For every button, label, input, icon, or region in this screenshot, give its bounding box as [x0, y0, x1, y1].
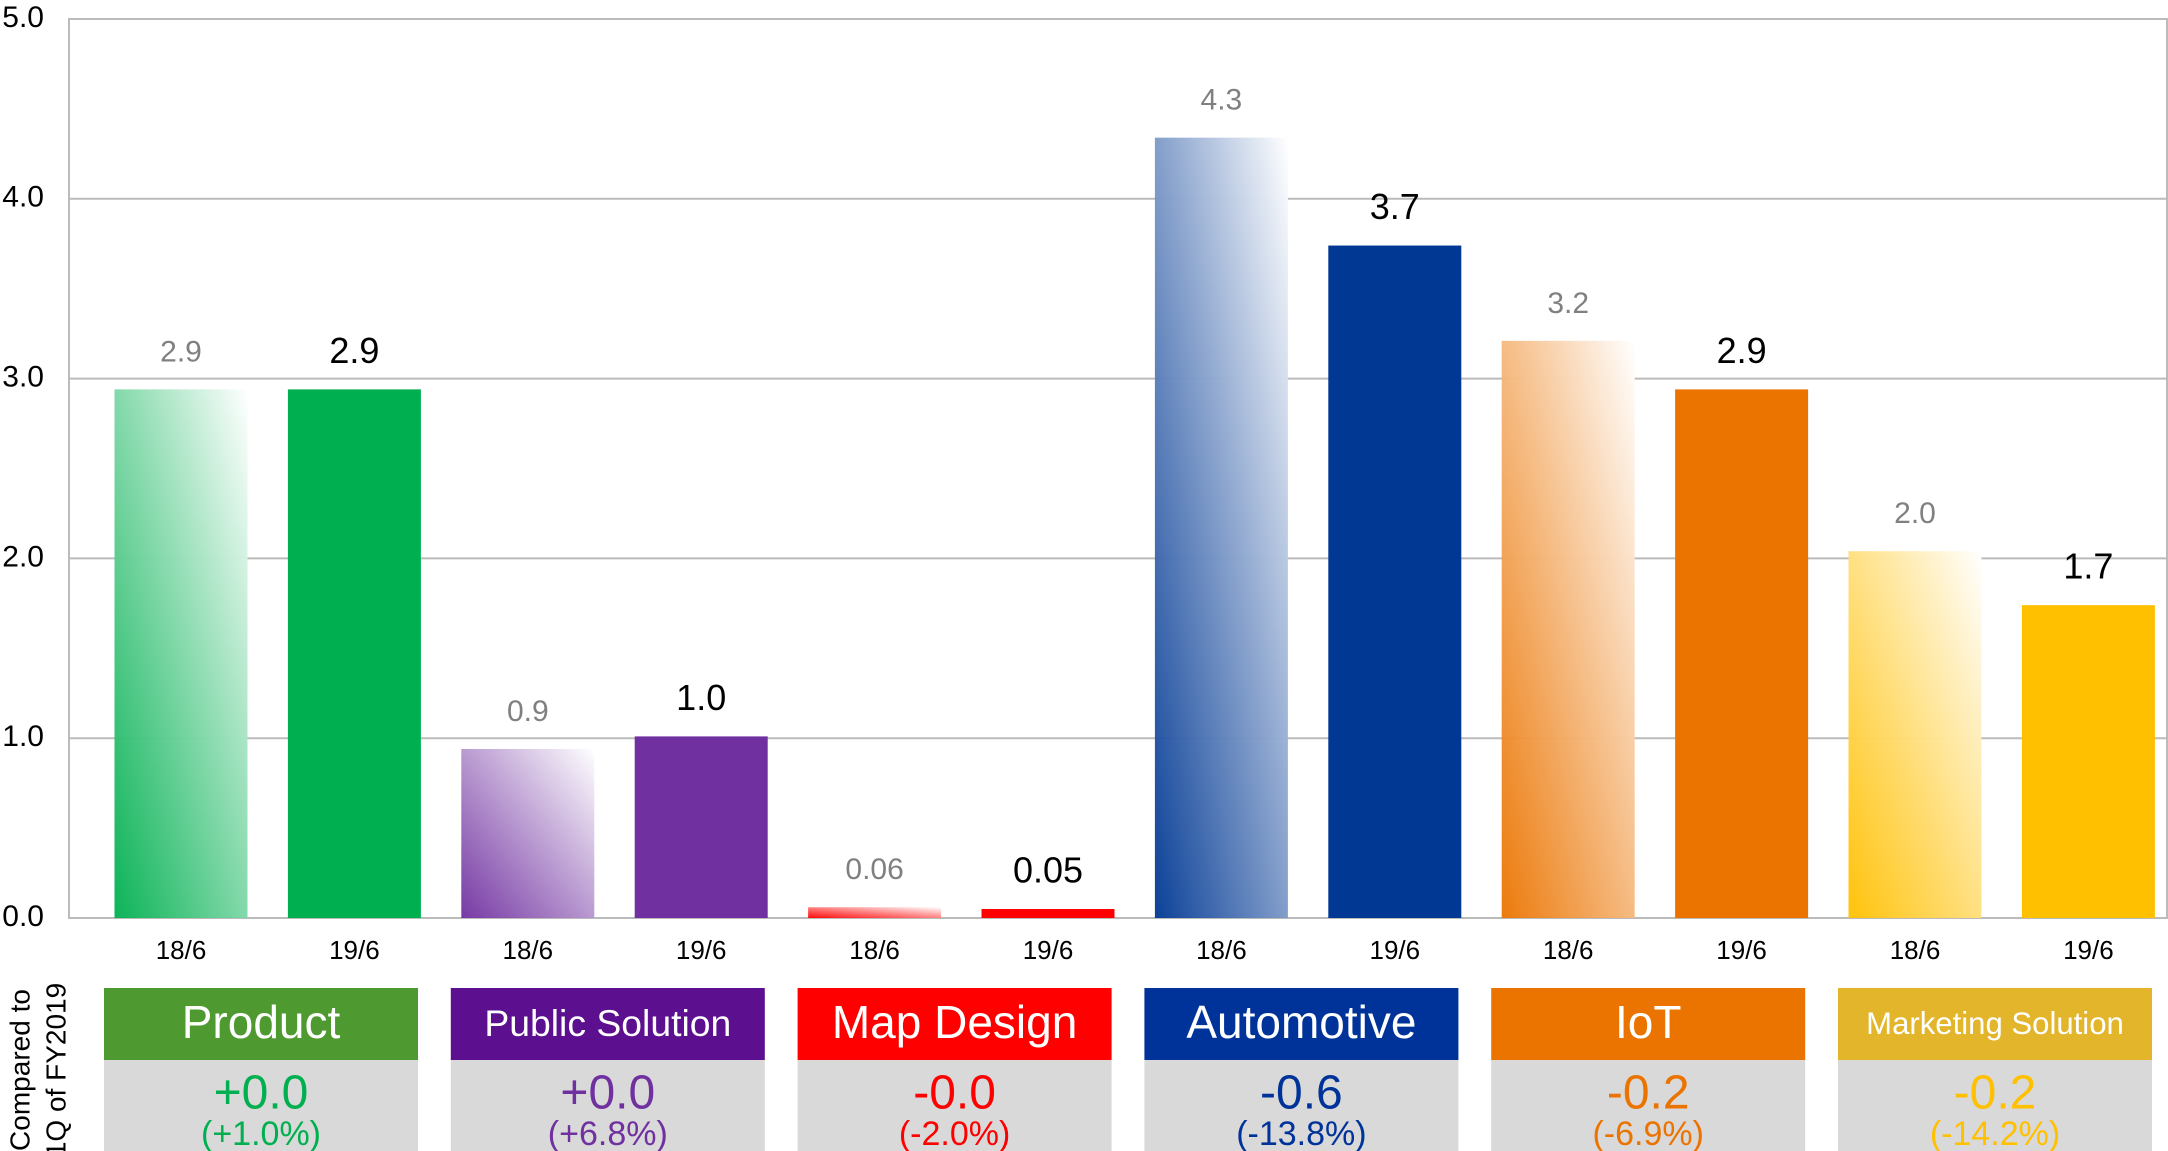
segment-header	[104, 988, 418, 1060]
x-tick-label: 19/6	[1023, 935, 1074, 965]
segment-change-box	[1838, 1060, 2152, 1151]
data-label: 1.7	[2063, 546, 2113, 587]
bar	[461, 748, 595, 918]
bar	[634, 736, 768, 918]
segment-name: Public Solution	[484, 1002, 731, 1044]
data-label: 2.9	[160, 335, 202, 368]
segment-change-pct: (-13.8%)	[1236, 1115, 1366, 1151]
data-label: 0.9	[507, 695, 549, 728]
bar	[2021, 605, 2155, 918]
bar	[1501, 340, 1635, 918]
segment-change: -0.6	[1260, 1067, 1343, 1120]
segment-change: -0.0	[913, 1067, 996, 1120]
bar	[114, 389, 248, 918]
comparison-label: Compared to	[4, 989, 35, 1151]
bar	[1848, 551, 1982, 918]
x-tick-label: 19/6	[329, 935, 380, 965]
bar	[1675, 389, 1809, 918]
segment-change: +0.0	[560, 1067, 655, 1120]
x-tick-label: 18/6	[1890, 935, 1941, 965]
segment-change: -0.2	[1607, 1067, 1690, 1120]
segment-name: Automotive	[1186, 996, 1416, 1048]
data-label: 0.05	[1013, 850, 1083, 891]
segment-change-box	[450, 1060, 765, 1151]
segment-name: IoT	[1615, 996, 1681, 1048]
data-label: 3.2	[1547, 287, 1589, 320]
segment-change: -0.2	[1954, 1067, 2037, 1120]
bar	[981, 909, 1115, 918]
segment-name: Product	[182, 996, 341, 1048]
y-tick-label: 2.0	[2, 540, 44, 573]
x-tick-label: 19/6	[1369, 935, 1420, 965]
comparison-label: 1Q of FY2019	[40, 983, 71, 1151]
segment-change-pct: (-14.2%)	[1930, 1115, 2060, 1151]
data-label: 2.9	[329, 330, 379, 371]
segment-change-pct: (-6.9%)	[1592, 1115, 1703, 1151]
x-tick-label: 18/6	[1543, 935, 1594, 965]
data-label: 2.0	[1894, 497, 1936, 530]
data-label: 4.3	[1201, 84, 1243, 117]
data-label: 3.7	[1370, 186, 1420, 227]
segment-header	[1838, 988, 2152, 1060]
data-label: 1.0	[676, 677, 726, 718]
x-tick-label: 18/6	[502, 935, 553, 965]
x-tick-label: 19/6	[1716, 935, 1767, 965]
y-tick-label: 0.0	[2, 900, 44, 933]
segment-name: Marketing Solution	[1866, 1006, 2124, 1041]
segment-change-box	[1144, 1060, 1459, 1151]
segment-change-pct: (+1.0%)	[201, 1115, 321, 1151]
bar	[1328, 245, 1462, 919]
x-tick-label: 18/6	[156, 935, 207, 965]
segment-change-box	[797, 1060, 1112, 1151]
y-tick-label: 5.0	[2, 1, 44, 34]
segment-name: Map Design	[832, 996, 1077, 1048]
segment-change-pct: (-2.0%)	[899, 1115, 1010, 1151]
segment-header	[1491, 988, 1806, 1060]
x-tick-label: 19/6	[2063, 935, 2114, 965]
segment-change-box	[104, 1060, 418, 1151]
segment-change-pct: (+6.8%)	[548, 1115, 668, 1151]
data-label: 2.9	[1717, 330, 1767, 371]
segment-change: +0.0	[214, 1067, 309, 1120]
x-tick-label: 18/6	[1196, 935, 1247, 965]
segment-change-box	[1491, 1060, 1806, 1151]
y-tick-label: 3.0	[2, 361, 44, 394]
bar	[1154, 137, 1288, 919]
bar	[808, 907, 942, 918]
bar	[287, 389, 421, 918]
segment-header	[1144, 988, 1459, 1060]
segment-header	[450, 988, 765, 1060]
x-tick-label: 19/6	[676, 935, 727, 965]
x-tick-label: 18/6	[849, 935, 900, 965]
y-tick-label: 4.0	[2, 181, 44, 214]
data-label: 0.06	[845, 853, 903, 886]
segment-header	[797, 988, 1112, 1060]
y-tick-label: 1.0	[2, 720, 44, 753]
